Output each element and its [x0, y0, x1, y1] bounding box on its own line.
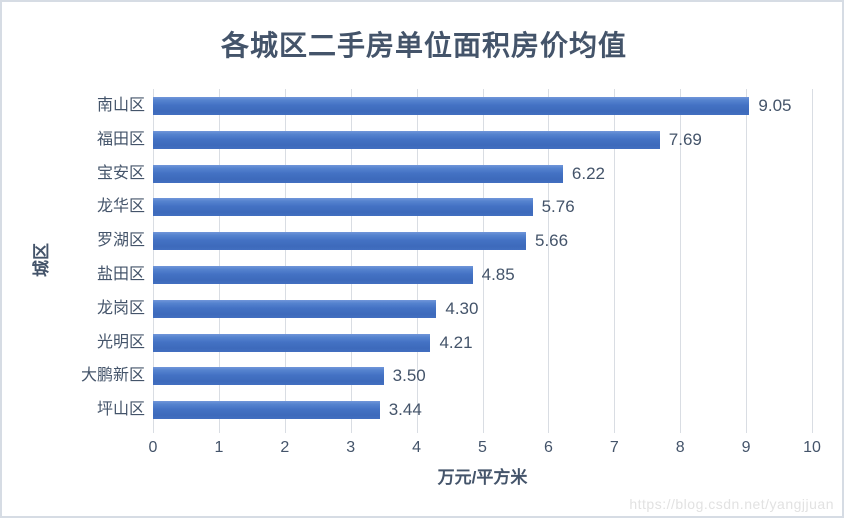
category-label: 龙岗区 — [96, 299, 145, 317]
data-label: 7.69 — [668, 129, 702, 149]
gridline — [680, 89, 682, 433]
gridline — [350, 89, 352, 433]
x-tick-label: 6 — [543, 439, 553, 456]
x-tick-label: 7 — [609, 439, 619, 456]
bar-龙岗区 — [153, 299, 437, 318]
x-tick-label: 5 — [478, 439, 487, 456]
category-label: 龙华区 — [96, 198, 145, 216]
watermark: https://blog.csdn.net/yangjjuan — [629, 496, 834, 512]
plot-area — [153, 89, 813, 433]
gridline — [416, 89, 418, 433]
gridline — [284, 89, 286, 433]
category-label: 坪山区 — [96, 401, 145, 419]
data-label: 3.44 — [388, 400, 422, 420]
bar-大鹏新区 — [153, 367, 384, 386]
gridline — [746, 89, 748, 433]
bar-盐田区 — [153, 265, 473, 284]
x-tick-label: 1 — [214, 439, 224, 456]
data-label: 4.30 — [445, 298, 479, 318]
data-label: 4.85 — [481, 264, 515, 284]
gridline — [548, 89, 550, 433]
gridline — [482, 89, 484, 433]
gridline — [153, 89, 154, 433]
bar-龙华区 — [153, 198, 533, 217]
x-tick-label: 3 — [346, 439, 356, 456]
gridline — [812, 89, 813, 433]
category-label: 盐田区 — [96, 265, 145, 283]
category-label: 大鹏新区 — [80, 367, 145, 385]
category-label: 南山区 — [96, 96, 145, 114]
x-tick-label: 8 — [675, 439, 685, 456]
category-label: 宝安区 — [96, 164, 145, 182]
bar-福田区 — [153, 130, 660, 149]
gridline — [614, 89, 616, 433]
x-tick-label: 0 — [148, 439, 158, 456]
x-axis-title: 万元/平方米 — [437, 468, 528, 487]
category-label: 光明区 — [96, 333, 145, 351]
category-label: 福田区 — [96, 130, 145, 148]
data-label: 9.05 — [758, 95, 792, 115]
data-label: 4.21 — [439, 332, 473, 352]
data-label: 5.66 — [534, 231, 569, 251]
bar-宝安区 — [153, 164, 563, 183]
chart-title: 各城区二手房单位面积房价均值 — [220, 30, 627, 61]
x-tick-label: 4 — [412, 439, 422, 456]
data-label: 3.50 — [392, 366, 426, 386]
bar-南山区 — [153, 96, 750, 115]
bar-坪山区 — [153, 401, 380, 420]
gridline — [218, 89, 220, 433]
x-tick-label: 10 — [803, 439, 821, 456]
category-label: 罗湖区 — [96, 232, 145, 250]
data-label: 5.76 — [541, 197, 575, 217]
data-label: 6.22 — [571, 163, 605, 183]
bar-罗湖区 — [153, 232, 526, 251]
bar-光明区 — [153, 333, 431, 352]
x-tick-label: 9 — [741, 439, 751, 456]
x-tick-label: 2 — [280, 439, 290, 456]
